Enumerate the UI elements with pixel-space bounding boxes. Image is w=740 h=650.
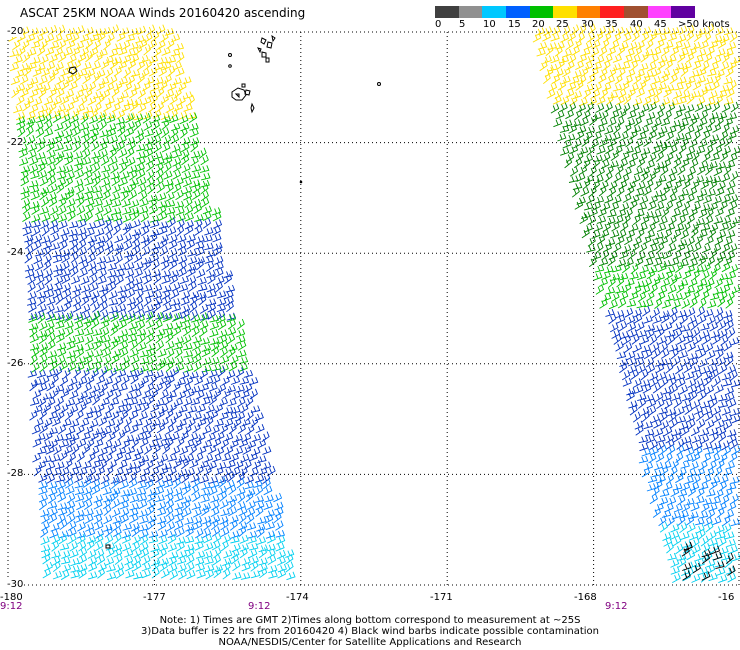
island bbox=[105, 544, 111, 549]
colorbar-label: 5 bbox=[459, 19, 466, 30]
lat-label: -28 bbox=[7, 468, 24, 480]
wind-barb-band bbox=[638, 444, 740, 527]
wind-barb-band bbox=[28, 310, 249, 373]
colorbar-label: 25 bbox=[556, 19, 569, 30]
colorbar-label: 20 bbox=[532, 19, 545, 30]
map-title: ASCAT 25KM NOAA Winds 20160420 ascending bbox=[20, 6, 306, 20]
pass-time: 9:12 bbox=[0, 601, 23, 612]
contaminated-barbs bbox=[681, 541, 736, 581]
island bbox=[250, 102, 255, 114]
wind-speed-colorbar bbox=[435, 6, 696, 18]
colorbar-swatch bbox=[671, 6, 696, 18]
colorbar-labels: 0 5 10 15 20 25 30 35 40 45 >50 knots bbox=[428, 19, 738, 33]
lat-label: -22 bbox=[7, 136, 24, 148]
colorbar-swatch bbox=[458, 6, 483, 18]
wind-barbs bbox=[8, 23, 740, 584]
colorbar-swatch bbox=[576, 6, 601, 18]
colorbar-label: 45 bbox=[654, 19, 667, 30]
lat-label: -24 bbox=[7, 247, 24, 259]
colorbar-swatch bbox=[624, 6, 648, 18]
island-outlines bbox=[68, 34, 381, 549]
lon-label: -16 bbox=[718, 592, 735, 603]
lat-label: -26 bbox=[7, 357, 24, 369]
colorbar-label: >50 knots bbox=[678, 19, 730, 30]
island bbox=[377, 82, 381, 86]
colorbar-label: 40 bbox=[630, 19, 643, 30]
wind-barb-band bbox=[16, 112, 222, 223]
colorbar-swatch bbox=[435, 6, 459, 18]
colorbar-swatch bbox=[647, 6, 672, 18]
wind-barb-band bbox=[22, 217, 237, 321]
wind-barb-band bbox=[550, 101, 740, 268]
island bbox=[241, 83, 251, 96]
wind-barb-band bbox=[8, 24, 197, 121]
wind-barb-band bbox=[38, 476, 286, 539]
wind-barb-band bbox=[605, 305, 740, 452]
colorbar-swatch bbox=[482, 6, 506, 18]
island bbox=[257, 34, 276, 63]
wind-barb-band bbox=[532, 23, 740, 107]
lon-label: -171 bbox=[430, 592, 453, 603]
island bbox=[231, 87, 247, 101]
notes: Note: 1) Times are GMT 2)Times along bot… bbox=[0, 615, 740, 648]
wind-barb-band bbox=[27, 366, 276, 485]
wind-barb-band bbox=[40, 532, 296, 581]
wind-barb-band bbox=[593, 262, 740, 310]
colorbar-label: 10 bbox=[483, 19, 496, 30]
lon-label: -168 bbox=[574, 592, 597, 603]
island bbox=[228, 53, 232, 57]
note-line-2: 3)Data buffer is 22 hrs from 20160420 4)… bbox=[141, 626, 599, 637]
lon-label: -177 bbox=[143, 592, 166, 603]
pass-time: 9:12 bbox=[248, 601, 271, 612]
colorbar-swatch bbox=[553, 6, 577, 18]
colorbar-swatch bbox=[505, 6, 530, 18]
lat-lon-grid bbox=[7, 31, 740, 586]
wind-barb-band bbox=[659, 521, 740, 584]
lon-label: -174 bbox=[286, 592, 309, 603]
colorbar-label: 30 bbox=[581, 19, 594, 30]
colorbar-swatch bbox=[529, 6, 554, 18]
island bbox=[228, 64, 232, 68]
island bbox=[68, 66, 78, 75]
lat-label: -20 bbox=[7, 26, 24, 37]
colorbar-swatch bbox=[600, 6, 625, 18]
note-line-3: NOAA/NESDIS/Center for Satellite Applica… bbox=[218, 637, 522, 648]
island bbox=[299, 180, 303, 184]
colorbar-label: 15 bbox=[508, 19, 521, 30]
lat-label: -30 bbox=[7, 579, 24, 590]
colorbar-label: 35 bbox=[605, 19, 618, 30]
colorbar-label: 0 bbox=[435, 19, 442, 30]
pass-time: 9:12 bbox=[605, 601, 628, 612]
lon-label: -180 bbox=[0, 592, 23, 603]
note-line-1: Note: 1) Times are GMT 2)Times along bot… bbox=[159, 615, 581, 626]
